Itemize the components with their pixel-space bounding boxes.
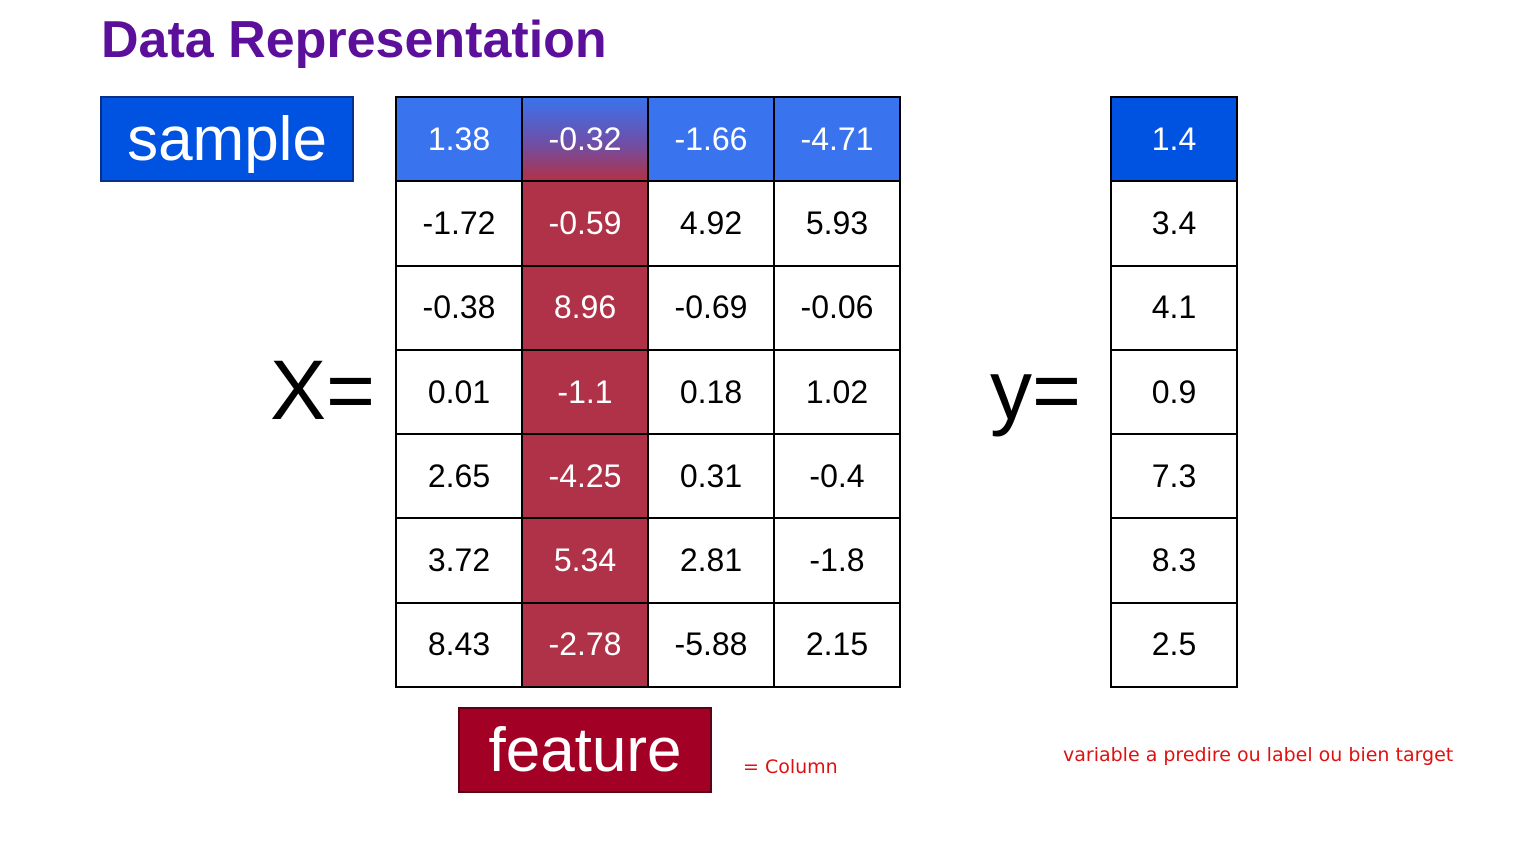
x-matrix-cell: 2.81 <box>647 517 775 604</box>
x-matrix-cell: 4.92 <box>647 180 775 267</box>
y-vector-row: 1.4 <box>1110 95 1238 183</box>
x-matrix-cell: -0.32 <box>521 95 649 183</box>
x-matrix-row: 3.72 5.34 2.81 -1.8 <box>395 517 901 604</box>
y-vector-row: 0.9 <box>1110 348 1238 436</box>
x-matrix-cell: 1.38 <box>395 95 523 183</box>
x-matrix-cell: 5.34 <box>521 517 649 604</box>
x-matrix-cell: -4.71 <box>773 95 901 183</box>
x-matrix-cell: -1.66 <box>647 95 775 183</box>
y-vector-cell: 2.5 <box>1110 601 1238 689</box>
x-matrix-cell: -0.69 <box>647 264 775 351</box>
y-vector-cell: 4.1 <box>1110 264 1238 351</box>
x-matrix-row: -1.72 -0.59 4.92 5.93 <box>395 180 901 267</box>
x-matrix-row: -0.38 8.96 -0.69 -0.06 <box>395 264 901 351</box>
x-matrix-cell: -2.78 <box>521 601 649 689</box>
x-matrix-cell: 2.15 <box>773 601 901 689</box>
y-vector-cell: 0.9 <box>1110 348 1238 436</box>
x-matrix-cell: -0.4 <box>773 433 901 520</box>
x-matrix-cell: 3.72 <box>395 517 523 604</box>
feature-label: feature <box>458 707 712 793</box>
y-vector-row: 7.3 <box>1110 433 1238 520</box>
x-matrix-row: 1.38 -0.32 -1.66 -4.71 <box>395 95 901 183</box>
target-note: variable a predire ou label ou bien targ… <box>1063 744 1454 766</box>
y-vector-row: 4.1 <box>1110 264 1238 351</box>
x-matrix-cell: 5.93 <box>773 180 901 267</box>
x-matrix-cell: 2.65 <box>395 433 523 520</box>
x-matrix-cell: 8.96 <box>521 264 649 351</box>
y-vector-row: 2.5 <box>1110 601 1238 689</box>
y-vector-cell: 8.3 <box>1110 517 1238 604</box>
y-vector-row: 8.3 <box>1110 517 1238 604</box>
x-matrix-cell: -1.8 <box>773 517 901 604</box>
y-vector-cell: 1.4 <box>1110 95 1238 183</box>
page-title: Data Representation <box>101 11 607 69</box>
column-note: = Column <box>743 756 838 778</box>
x-matrix-row: 0.01 -1.1 0.18 1.02 <box>395 348 901 436</box>
x-matrix-cell: -0.06 <box>773 264 901 351</box>
x-matrix-cell: 1.02 <box>773 348 901 436</box>
y-vector-cell: 7.3 <box>1110 433 1238 520</box>
x-matrix-cell: -1.1 <box>521 348 649 436</box>
y-equals-label: y= <box>990 343 1082 437</box>
x-equals-label: X= <box>270 343 376 437</box>
y-vector-cell: 3.4 <box>1110 180 1238 267</box>
x-matrix-cell: 8.43 <box>395 601 523 689</box>
x-matrix-cell: 0.31 <box>647 433 775 520</box>
x-matrix-row: 2.65 -4.25 0.31 -0.4 <box>395 433 901 520</box>
feature-matrix-x: 1.38 -0.32 -1.66 -4.71 -1.72 -0.59 4.92 5.93 -0.… <box>395 95 901 689</box>
x-matrix-cell: -5.88 <box>647 601 775 689</box>
target-vector-y: 1.4 3.4 4.1 0.9 7.3 8.3 2.5 <box>1110 95 1238 689</box>
sample-label: sample <box>100 96 354 182</box>
x-matrix-cell: -4.25 <box>521 433 649 520</box>
x-matrix-row: 8.43 -2.78 -5.88 2.15 <box>395 601 901 689</box>
x-matrix-cell: -0.59 <box>521 180 649 267</box>
x-matrix-cell: 0.18 <box>647 348 775 436</box>
x-matrix-cell: -0.38 <box>395 264 523 351</box>
y-vector-row: 3.4 <box>1110 180 1238 267</box>
x-matrix-cell: 0.01 <box>395 348 523 436</box>
x-matrix-cell: -1.72 <box>395 180 523 267</box>
